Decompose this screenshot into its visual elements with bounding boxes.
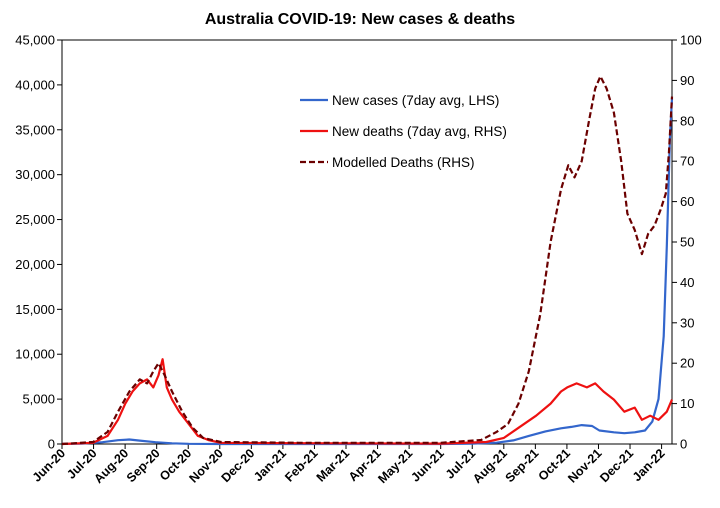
x-tick-label: Jun-20 <box>30 446 68 484</box>
series-line-1 <box>61 98 674 446</box>
y-left-tick-label: 15,000 <box>15 302 55 317</box>
chart-title: Australia COVID-19: New cases & deaths <box>205 11 515 28</box>
x-tick-label: Nov-21 <box>565 446 604 485</box>
y-right-tick-label: 30 <box>680 315 694 330</box>
series-line-2 <box>61 358 674 446</box>
x-tick-label: Jun-21 <box>408 446 446 484</box>
legend-label: New deaths (7day avg, RHS) <box>332 124 507 139</box>
y-right-tick-label: 50 <box>680 235 694 250</box>
y-left-tick-label: 25,000 <box>15 212 55 227</box>
y-right-tick-label: 40 <box>680 275 694 290</box>
y-right-tick-label: 90 <box>680 73 694 88</box>
y-right-tick-label: 20 <box>680 356 694 371</box>
x-tick-label: Mar-21 <box>314 446 352 484</box>
y-left-tick-label: 40,000 <box>15 77 55 92</box>
y-right-tick-label: 100 <box>680 33 702 48</box>
x-tick-label: Nov-20 <box>187 446 226 485</box>
legend-label: New cases (7day avg, LHS) <box>332 93 499 108</box>
y-left-tick-label: 30,000 <box>15 167 55 182</box>
y-right-tick-label: 0 <box>680 437 687 452</box>
x-tick-label: Aug-21 <box>470 446 510 486</box>
series-line-3 <box>61 75 674 446</box>
y-left-tick-label: 5,000 <box>22 392 55 407</box>
y-left-tick-label: 45,000 <box>15 33 55 48</box>
x-tick-label: Jan-22 <box>630 446 668 484</box>
y-left-tick-label: 35,000 <box>15 122 55 137</box>
legend: New cases (7day avg, LHS) New deaths (7da… <box>300 93 507 170</box>
y-left-tick-label: 20,000 <box>15 257 55 272</box>
x-tick-label: Dec-21 <box>597 446 636 485</box>
x-tick-label: Dec-20 <box>219 446 258 485</box>
y-right-tick-label: 70 <box>680 154 694 169</box>
series-layer <box>61 75 674 446</box>
x-tick-label: Aug-20 <box>91 446 131 486</box>
x-tick-label: Sep-21 <box>503 446 542 485</box>
x-tick-label: Sep-20 <box>124 446 163 485</box>
y-right-tick-label: 10 <box>680 396 694 411</box>
y-right-tick-label: 60 <box>680 194 694 209</box>
x-tick-label: Feb-21 <box>282 446 320 484</box>
x-tick-label: May-21 <box>375 446 415 486</box>
y-right-tick-label: 80 <box>680 113 694 128</box>
x-tick-label: Jan-21 <box>251 446 289 484</box>
y-left-tick-label: 0 <box>48 437 55 452</box>
legend-label: Modelled Deaths (RHS) <box>332 155 475 170</box>
y-left-tick-label: 10,000 <box>15 347 55 362</box>
